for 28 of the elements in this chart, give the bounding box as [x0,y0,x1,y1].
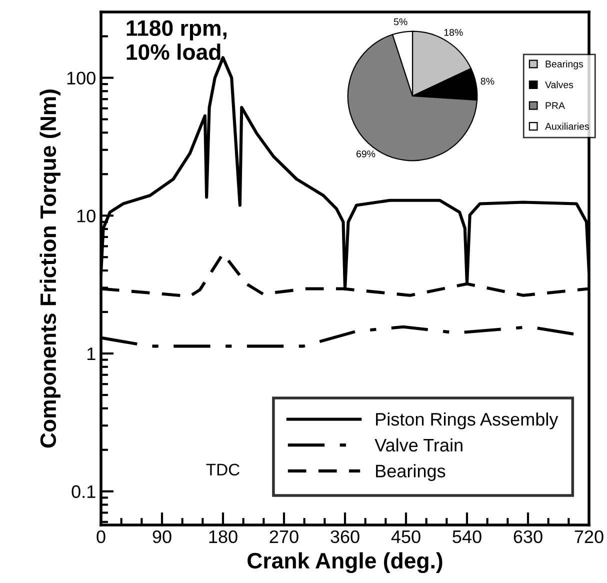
y-tick-label: 0.1 [72,485,96,498]
x-tick-label: 720 [574,530,604,544]
legend-label: Bearings [376,464,446,482]
legend-label: Valves [545,81,574,88]
x-axis-title: Crank Angle (deg.) [248,552,442,574]
y-axis-title: Components Friction Torque (Nm) [40,90,60,448]
legend-label: Valve Train [374,438,462,452]
legend-label: Bearings [546,60,584,70]
data-label: 5% [394,18,408,26]
data-label: 69% [356,150,376,158]
x-tick-label: 360 [330,530,360,544]
x-tick-label: 180 [209,530,238,544]
legend-label: Piston Rings Assembly [376,412,558,430]
x-tick-label: 270 [270,530,298,544]
annotation: 1180 rpm, 10% load [126,20,226,60]
x-tick-label: 450 [391,530,420,544]
legend-label: Auxiliaries [545,122,589,130]
x-tick-label: 0 [96,530,106,544]
x-tick-label: 630 [514,530,542,544]
y-tick-label: 100 [67,72,96,84]
data-label: 8% [480,78,494,85]
annotation: TDC [206,464,240,476]
x-tick-label: 90 [152,530,172,544]
x-tick-label: 540 [452,530,482,544]
y-tick-label: 10 [77,210,96,222]
legend-label: PRA [546,102,565,109]
y-tick-label: 1 [87,348,96,360]
data-label: 18% [444,28,463,36]
